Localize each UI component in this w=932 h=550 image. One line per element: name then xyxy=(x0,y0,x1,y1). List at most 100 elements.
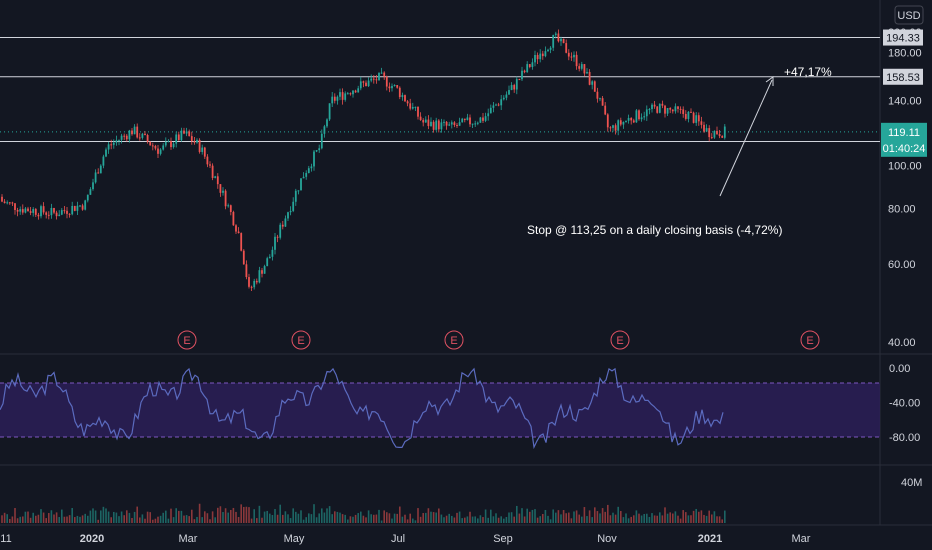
volume-bar xyxy=(427,508,430,523)
candle-body xyxy=(180,130,183,141)
volume-bar xyxy=(250,518,253,523)
earnings-marker[interactable] xyxy=(291,330,311,350)
candle-body xyxy=(66,210,68,214)
candle-body xyxy=(635,110,638,123)
candle-body xyxy=(466,117,469,121)
volume-bar xyxy=(409,513,411,523)
candle-body xyxy=(505,94,508,98)
candle-body xyxy=(71,205,74,215)
candle-body xyxy=(336,96,339,101)
volume-bar xyxy=(539,516,541,523)
volume-bar xyxy=(287,514,289,523)
candle-body xyxy=(463,118,466,121)
candle-body xyxy=(461,118,464,123)
volume-bar xyxy=(594,507,596,523)
candle-body xyxy=(271,249,274,257)
candle-body xyxy=(47,214,50,216)
volume-bar xyxy=(193,519,196,523)
candle-body xyxy=(612,125,614,128)
candle-body xyxy=(76,205,79,211)
volume-bar xyxy=(635,510,638,523)
volume-bar xyxy=(19,516,21,523)
candle-body xyxy=(661,103,664,106)
candle-body xyxy=(469,117,471,125)
candle-body xyxy=(1,196,3,202)
candle-body xyxy=(497,104,500,106)
candle-body xyxy=(370,78,373,81)
price-tick-label: 40.00 xyxy=(888,337,916,349)
volume-bar xyxy=(640,515,643,523)
earnings-marker[interactable] xyxy=(444,330,464,350)
candle-body xyxy=(651,104,653,110)
candle-body xyxy=(435,120,438,130)
candle-body xyxy=(721,136,724,138)
volume-bar xyxy=(578,514,580,523)
volume-bar xyxy=(232,507,235,523)
volume-bar xyxy=(261,517,263,523)
earnings-marker[interactable] xyxy=(800,330,820,350)
volume-bar xyxy=(157,516,159,523)
candle-body xyxy=(40,206,42,217)
volume-bar xyxy=(562,510,565,523)
volume-bar xyxy=(89,510,92,523)
earnings-marker[interactable] xyxy=(610,330,630,350)
earnings-marker-label: E xyxy=(183,335,190,347)
candle-body xyxy=(640,117,643,120)
time-tick-label: 11 xyxy=(0,533,11,545)
candle-body xyxy=(29,211,32,213)
volume-bar xyxy=(40,509,42,523)
candle-body xyxy=(235,225,237,232)
candle-body xyxy=(391,86,393,89)
volume-bar xyxy=(271,514,274,523)
price-tick-label: 140.00 xyxy=(888,96,922,108)
volume-bar xyxy=(458,511,461,523)
volume-bar xyxy=(679,518,682,523)
candle-body xyxy=(380,72,383,74)
candle-body xyxy=(536,54,539,60)
volume-bar xyxy=(612,512,614,523)
candle-body xyxy=(547,49,549,52)
candle-body xyxy=(684,113,687,119)
candle-body xyxy=(222,190,224,193)
bar-countdown-label: 01:40:24 xyxy=(883,143,926,155)
candle-body xyxy=(383,72,386,77)
volume-bar xyxy=(42,512,45,523)
candle-body xyxy=(167,141,170,143)
volume-bar xyxy=(11,516,14,523)
candle-body xyxy=(573,54,575,58)
volume-bar xyxy=(661,515,664,523)
volume-bar xyxy=(256,518,258,523)
volume-bar xyxy=(609,515,612,523)
candle-body xyxy=(482,117,484,121)
candle-body xyxy=(708,128,711,138)
candle-body xyxy=(84,200,87,210)
candle-body xyxy=(99,165,102,174)
candle-body xyxy=(357,88,360,93)
volume-bar xyxy=(45,518,47,523)
candle-body xyxy=(118,139,120,141)
volume-bar xyxy=(37,514,40,523)
earnings-marker-label: E xyxy=(806,335,813,347)
volume-bar xyxy=(282,514,284,523)
earnings-marker[interactable] xyxy=(177,330,197,350)
candle-body xyxy=(307,168,310,174)
volume-bar xyxy=(633,515,635,523)
candle-body xyxy=(521,70,523,80)
volume-bar xyxy=(146,511,149,523)
volume-bar xyxy=(401,516,404,523)
volume-bar xyxy=(58,517,60,523)
candle-body xyxy=(102,156,105,166)
currency-box[interactable] xyxy=(894,5,924,25)
volume-bar xyxy=(360,511,362,523)
volume-bar xyxy=(724,510,726,523)
volume-bar xyxy=(388,513,391,523)
volume-bar xyxy=(248,507,250,523)
candle-body xyxy=(6,202,9,204)
time-tick-label: Nov xyxy=(597,533,617,545)
candle-body xyxy=(666,108,669,114)
volume-bar xyxy=(68,515,71,523)
candle-body xyxy=(424,119,427,123)
volume-bar xyxy=(474,516,476,523)
candle-body xyxy=(146,134,149,142)
volume-bar xyxy=(513,516,515,523)
